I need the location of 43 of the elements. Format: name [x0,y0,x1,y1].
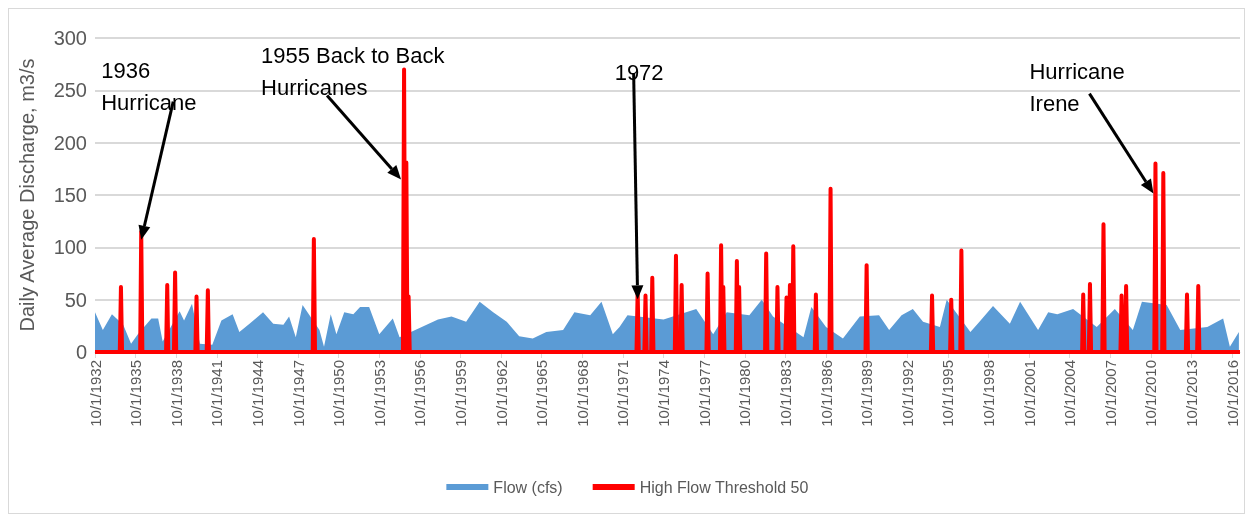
y-tick-label: 200 [53,131,87,154]
x-tick-label: 10/1/2016 [1223,360,1241,427]
x-tick-label: 10/1/2013 [1183,360,1201,427]
annotation: Hurricane Irene [1029,57,1125,118]
x-tick-label: 10/1/1971 [614,360,632,427]
x-tick-label: 10/1/1983 [776,360,794,427]
annotation: 1972 [614,59,664,88]
x-tick-label: 10/1/1977 [695,360,713,427]
x-tick-label: 10/1/1965 [533,360,551,427]
x-tick-label: 10/1/1950 [330,360,348,427]
x-tick-label: 10/1/1968 [573,360,591,427]
legend-label: Flow (cfs) [493,478,563,496]
y-tick-label: 300 [53,27,87,49]
x-tick-label: 10/1/2001 [1020,360,1038,427]
x-tick-label: 10/1/1941 [208,360,226,427]
x-tick-label: 10/1/1938 [167,360,185,427]
y-tick-label: 50 [64,288,87,311]
x-tick-label: 10/1/1959 [451,360,469,427]
x-tick-label: 10/1/1962 [492,360,510,427]
x-tick-label: 10/1/1932 [86,360,104,427]
x-tick-label: 10/1/1947 [289,360,307,427]
x-tick-label: 10/1/1974 [655,360,673,427]
legend-label: High Flow Threshold 50 [639,478,809,496]
annotation: 1955 Back to Back Hurricanes [261,42,445,103]
x-tick-label: 10/1/1986 [817,360,835,427]
x-tick-label: 10/1/1989 [858,360,876,427]
annotation: 1936 Hurricane [101,56,197,117]
x-tick-label: 10/1/1956 [411,360,429,427]
x-tick-label: 10/1/1992 [898,360,916,427]
x-tick-label: 10/1/1935 [127,360,145,427]
y-axis-title: Daily Average Discharge, m3/s [16,58,38,332]
y-tick-label: 150 [53,184,87,206]
x-tick-label: 10/1/2004 [1061,360,1079,427]
x-tick-label: 10/1/1998 [979,360,997,427]
y-tick-label: 250 [53,79,87,102]
x-tick-label: 10/1/2007 [1101,360,1119,427]
x-tick-label: 10/1/1995 [939,360,957,427]
x-tick-label: 10/1/2010 [1142,360,1160,427]
y-tick-label: 100 [53,236,87,259]
x-tick-label: 10/1/1953 [370,360,388,427]
x-tick-label: 10/1/1944 [248,360,266,427]
x-tick-label: 10/1/1980 [736,360,754,427]
y-tick-label: 0 [75,341,87,363]
